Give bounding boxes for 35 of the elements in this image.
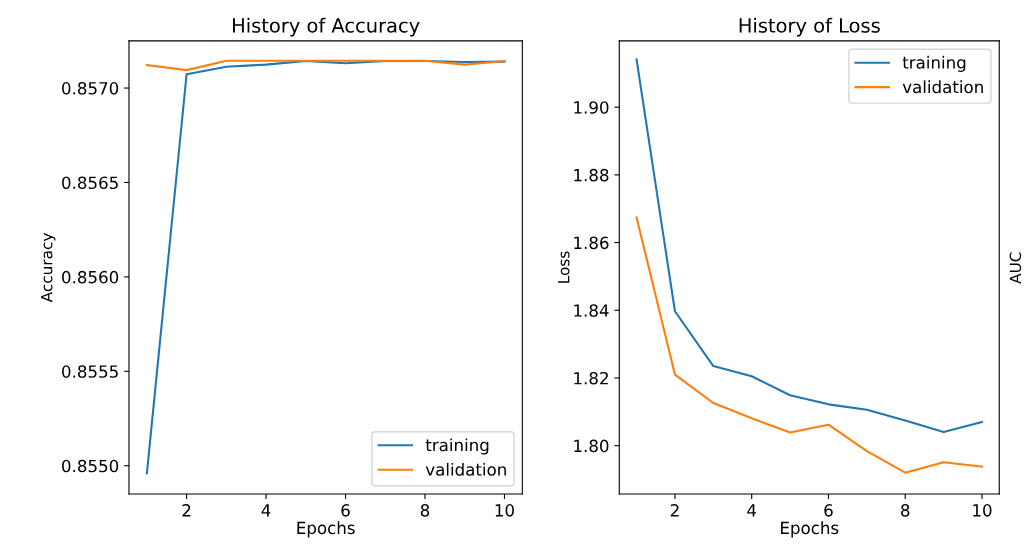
y-tick-label: 0.8565 <box>62 176 118 190</box>
x-axis-title: Epochs <box>297 521 355 538</box>
text: AUC <box>1009 252 1022 284</box>
y-tick-label: 0.8560 <box>62 270 119 284</box>
y-tick-label: 1.90 <box>574 101 609 114</box>
legend-label: validation <box>425 462 506 476</box>
x-tick-label: 2 <box>670 504 679 517</box>
y-tick-label: 1.86 <box>574 236 609 250</box>
y-tick-label: 0.8570 <box>62 82 119 95</box>
x-axis-title: Epochs <box>781 521 839 538</box>
x-tick-label: 10 <box>495 504 514 517</box>
y-axis-title: Accuracy <box>41 233 56 303</box>
chart-title: History of Accuracy <box>233 17 420 37</box>
legend-label: training <box>425 438 489 455</box>
line-series <box>145 60 506 475</box>
line-series <box>635 216 984 474</box>
line-series <box>145 59 506 72</box>
y-tick-label: 1.88 <box>574 168 609 182</box>
x-tick-label: 8 <box>420 504 430 517</box>
y-tick-label: 0.8555 <box>62 365 118 378</box>
y-tick-label: 1.82 <box>574 371 608 385</box>
chart-title: History of Loss <box>739 17 880 37</box>
legend-label: training <box>902 55 966 72</box>
y-tick-label: 0.8550 <box>62 459 119 473</box>
x-tick-label: 10 <box>973 504 992 517</box>
y-axis-title: Loss <box>558 251 570 283</box>
y-tick-label: 1.84 <box>574 304 609 317</box>
x-tick-label: 4 <box>261 504 271 517</box>
x-tick-label: 6 <box>824 504 833 517</box>
x-tick-label: 8 <box>901 504 910 517</box>
y-tick-label: 1.80 <box>574 439 609 453</box>
x-tick-label: 4 <box>747 504 757 517</box>
x-tick-label: 2 <box>182 504 191 517</box>
legend-label: validation <box>902 80 983 94</box>
x-tick-label: 6 <box>341 504 350 517</box>
